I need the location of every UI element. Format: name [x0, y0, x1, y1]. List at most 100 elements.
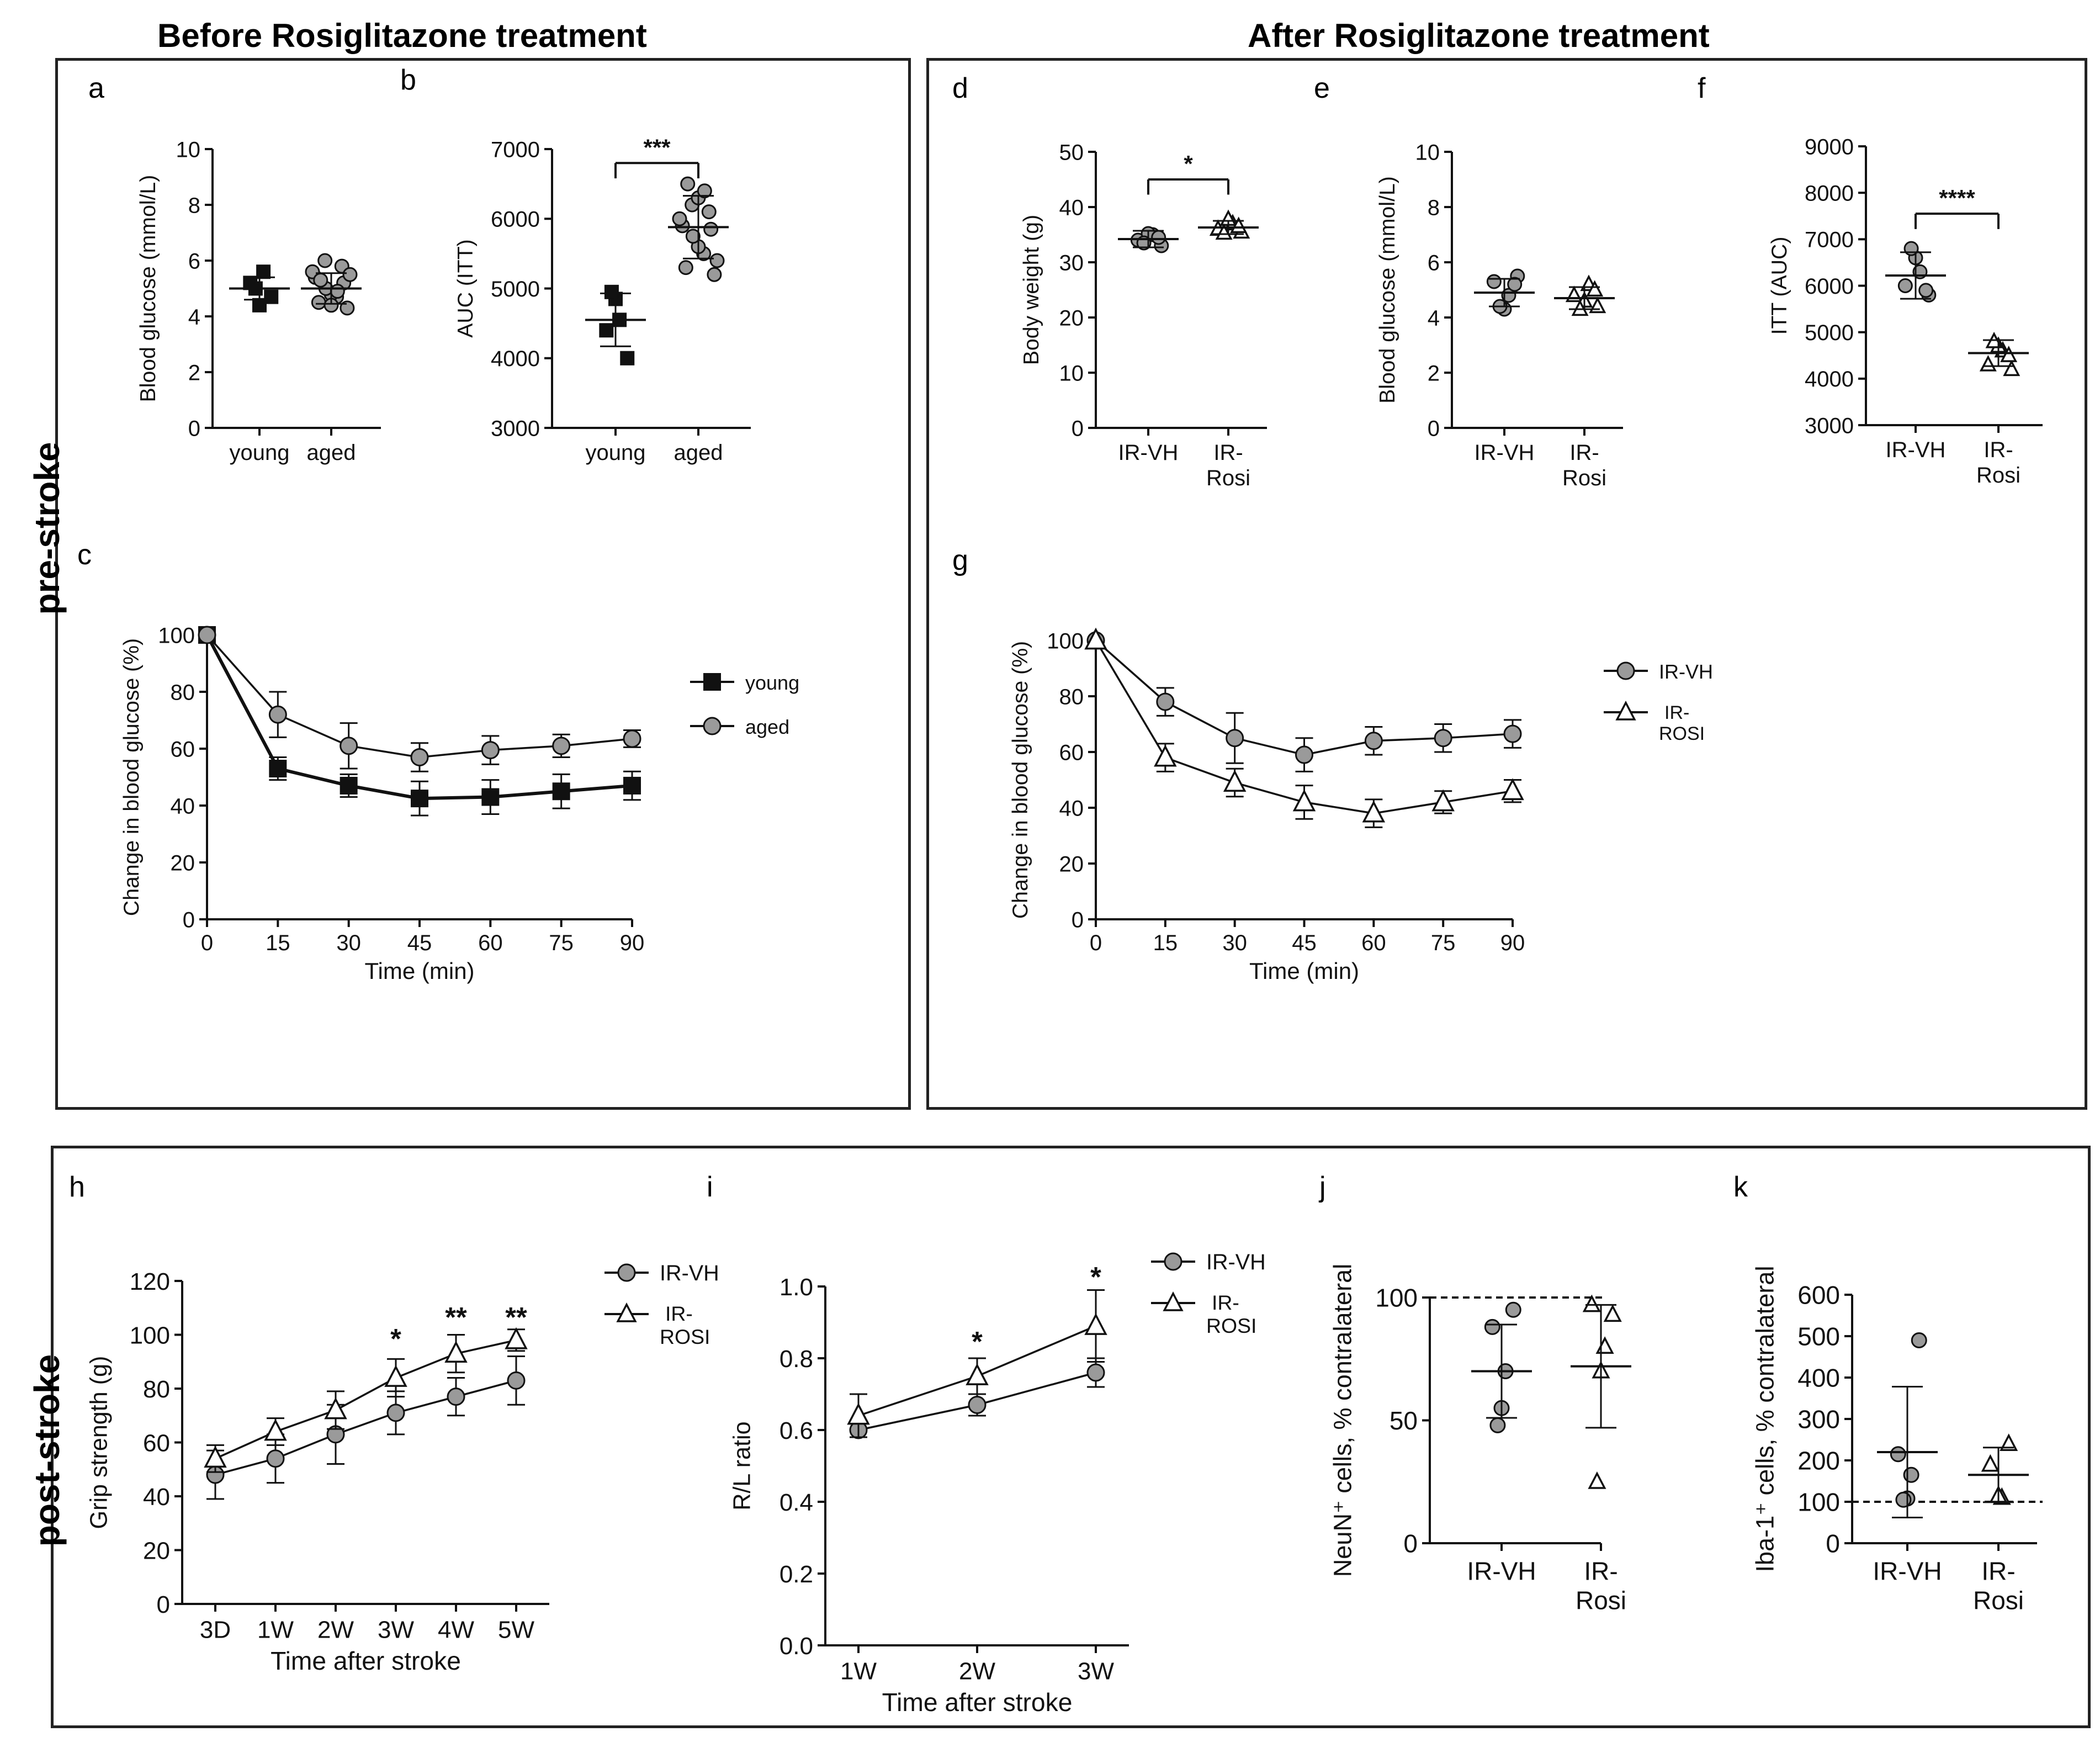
k-x-tick-label-1-1: Rosi: [1973, 1586, 2024, 1615]
d-point-IR-Rosi-5: [1230, 216, 1248, 234]
a-y-tick-label-4: 8: [188, 193, 200, 218]
a-point-young-0: [264, 289, 279, 304]
e-point-IR-Rosi-4: [1571, 299, 1589, 316]
g-point-IR-VH-6: [1503, 724, 1522, 743]
k-point-IR-VH-1: [1890, 1446, 1906, 1463]
b-point-aged-4: [685, 229, 701, 244]
i-y-tick-label-5: 1.0: [779, 1274, 813, 1301]
c-legend-label-1: aged: [745, 716, 789, 738]
panel-letter-c: c: [77, 539, 92, 571]
k-x-tick-label-1-0: IR-: [1981, 1557, 2015, 1586]
e-y-axis-label: Blood glucose (mmol/L): [1376, 176, 1399, 404]
i-legend-label-0: IR-VH: [1206, 1250, 1266, 1274]
c-y-tick-label-4: 80: [171, 680, 195, 705]
j-y-tick-label-0: 0: [1403, 1529, 1418, 1558]
c-legend-marker-0: [703, 673, 721, 691]
panel-letter-i: i: [707, 1171, 713, 1203]
d-y-tick-label-3: 30: [1059, 251, 1084, 275]
e-point-IR-VH-5: [1507, 277, 1523, 292]
g-x-tick-label-2: 30: [1222, 931, 1247, 955]
k-y-tick-label-3: 300: [1797, 1405, 1840, 1434]
h-y-tick-label-4: 80: [143, 1376, 170, 1403]
c-point-aged-0: [198, 626, 216, 644]
g-y-axis-label: Change in blood glucose (%): [1009, 641, 1032, 919]
h-series-line-IR-ROSI: [215, 1339, 517, 1460]
c-y-tick-label-1: 20: [171, 851, 195, 875]
d-y-tick-label-1: 10: [1059, 361, 1084, 385]
k-y-tick-label-6: 600: [1797, 1281, 1840, 1310]
g-point-IR-ROSI-1: [1154, 744, 1177, 767]
h-legend-label-1-0: IR-: [665, 1302, 693, 1325]
j-point-IR-Rosi-2: [1595, 1336, 1614, 1354]
b-point-aged-7: [672, 211, 687, 226]
d-sig-label-0: *: [1184, 151, 1193, 177]
k-y-tick-label-5: 500: [1797, 1322, 1840, 1351]
g-y-tick-label-0: 0: [1072, 908, 1084, 932]
g-legend-label-1-0: IR-: [1664, 702, 1689, 723]
g-y-tick-label-3: 60: [1059, 740, 1084, 765]
h-y-tick-label-6: 120: [130, 1268, 170, 1295]
d-x-tick-label-1-1: Rosi: [1206, 466, 1250, 490]
j-x-tick-label-1-0: IR-: [1584, 1557, 1618, 1586]
e-y-tick-label-5: 10: [1415, 140, 1440, 165]
g-point-IR-ROSI-2: [1223, 770, 1247, 792]
e-y-tick-label-3: 6: [1428, 251, 1440, 275]
k-y-tick-label-2: 200: [1797, 1447, 1840, 1475]
f-point-IR-Rosi-5: [2000, 346, 2018, 362]
i-x-tick-label-0: 1W: [840, 1658, 877, 1685]
k-y-axis-label: Iba-1⁺ cells, % contralateral: [1751, 1266, 1779, 1572]
f-y-tick-label-3: 6000: [1805, 274, 1854, 299]
f-x-tick-label-1-0: IR-: [1984, 438, 2013, 462]
c-x-tick-label-4: 60: [478, 931, 503, 955]
b-point-young-1: [599, 323, 614, 338]
i-x-tick-label-2: 3W: [1078, 1658, 1114, 1685]
g-point-IR-ROSI-3: [1292, 789, 1316, 812]
g-point-IR-ROSI-0: [1084, 627, 1107, 650]
e-point-IR-VH-1: [1486, 274, 1502, 289]
h-point-IR-VH-5: [507, 1371, 526, 1390]
h-legend-label-0: IR-VH: [660, 1261, 719, 1285]
f-point-IR-VH-1: [1897, 278, 1913, 293]
h-x-tick-label-4: 4W: [438, 1617, 474, 1644]
k-y-tick-label-0: 0: [1826, 1529, 1840, 1558]
g-y-tick-label-5: 100: [1047, 629, 1084, 653]
c-legend-marker-1: [703, 717, 722, 735]
i-point-IR-ROSI-2: [1084, 1313, 1107, 1335]
k-y-tick-label-4: 400: [1797, 1364, 1840, 1392]
c-y-tick-label-5: 100: [158, 623, 195, 648]
j-point-IR-VH-0: [1505, 1301, 1521, 1318]
g-legend-marker-0: [1616, 661, 1635, 680]
b-y-tick-label-2: 5000: [491, 277, 540, 301]
h-y-axis-label: Grip strength (g): [86, 1356, 113, 1529]
h-annotation-2: **: [505, 1301, 527, 1333]
g-point-IR-VH-5: [1434, 729, 1452, 748]
c-x-tick-label-3: 45: [407, 931, 432, 955]
i-x-axis-label: Time after stroke: [882, 1688, 1073, 1717]
g-point-IR-VH-2: [1226, 729, 1244, 748]
i-legend-label-1-0: IR-: [1212, 1291, 1239, 1314]
g-y-tick-label-2: 40: [1059, 796, 1084, 820]
h-point-IR-ROSI-0: [204, 1445, 227, 1468]
a-point-aged-9: [317, 253, 333, 268]
e-x-tick-label-1-0: IR-: [1569, 441, 1599, 465]
c-x-tick-label-2: 30: [336, 931, 361, 955]
c-point-aged-6: [623, 729, 641, 748]
a-point-aged-12: [313, 272, 328, 288]
g-legend-label-0: IR-VH: [1659, 660, 1713, 683]
d-y-tick-label-5: 50: [1059, 140, 1084, 165]
h-x-tick-label-2: 2W: [317, 1617, 354, 1644]
f-point-IR-Rosi-0: [2003, 359, 2021, 377]
d-point-IR-VH-5: [1151, 230, 1166, 245]
c-point-aged-4: [481, 741, 500, 760]
g-x-tick-label-6: 90: [1500, 931, 1525, 955]
a-y-axis-label: Blood glucose (mmol/L): [136, 175, 160, 403]
c-y-tick-label-2: 40: [171, 794, 195, 818]
i-y-tick-label-2: 0.4: [779, 1489, 813, 1516]
h-point-IR-VH-4: [447, 1388, 465, 1406]
b-point-aged-5: [703, 221, 719, 237]
g-point-IR-ROSI-4: [1362, 800, 1386, 823]
b-point-aged-11: [697, 183, 712, 199]
a-x-tick-label-0-0: young: [230, 441, 290, 465]
f-y-tick-label-5: 8000: [1805, 182, 1854, 206]
panel-letter-d: d: [952, 72, 968, 104]
